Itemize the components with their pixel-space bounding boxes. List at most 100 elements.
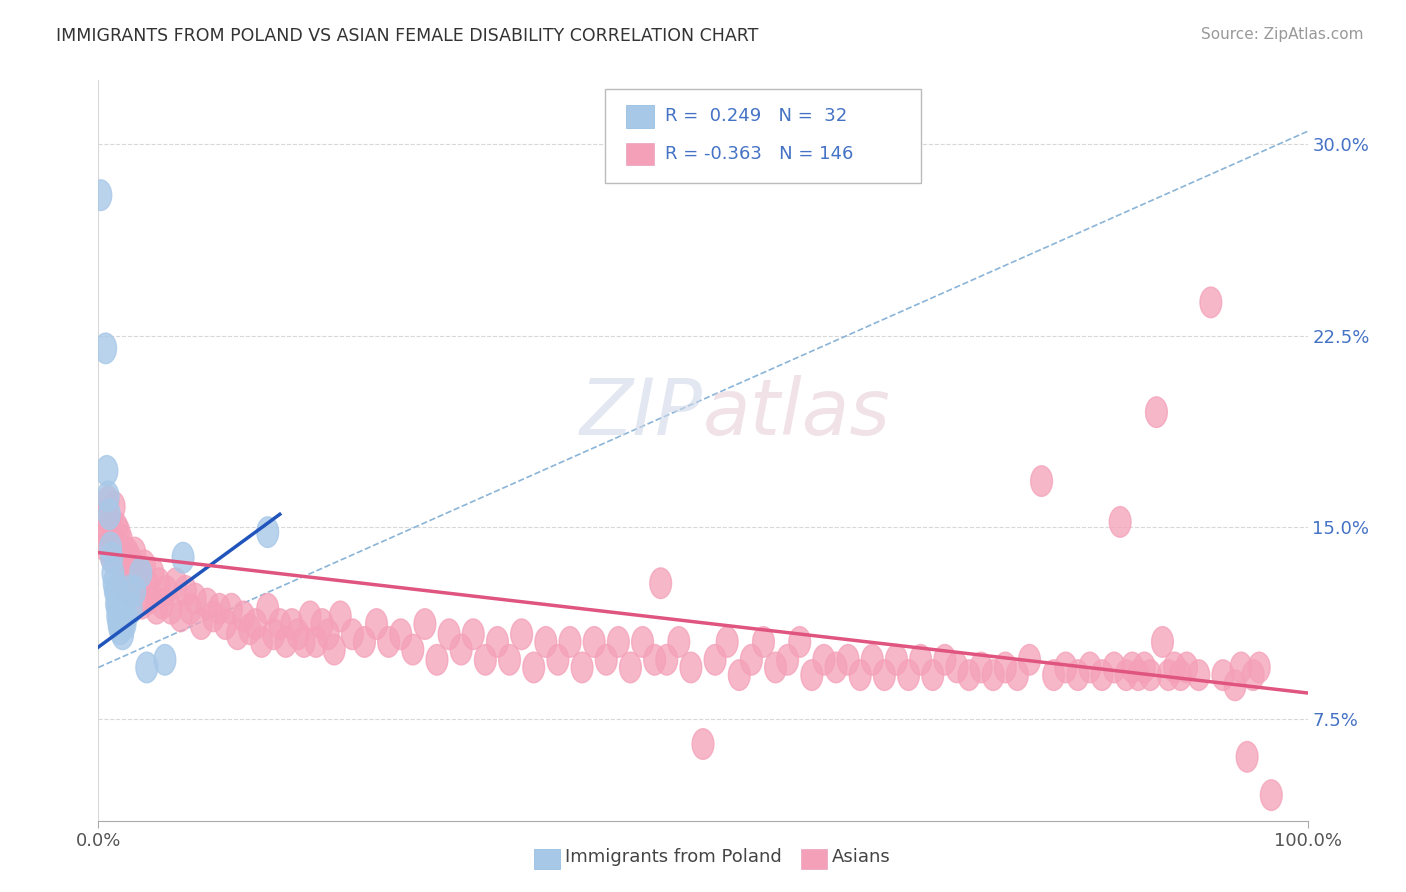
- Ellipse shape: [121, 550, 143, 581]
- Ellipse shape: [155, 575, 177, 607]
- Ellipse shape: [994, 652, 1017, 682]
- Ellipse shape: [96, 456, 118, 486]
- Ellipse shape: [108, 593, 129, 624]
- Ellipse shape: [98, 516, 120, 548]
- Ellipse shape: [100, 507, 121, 537]
- Ellipse shape: [837, 645, 859, 675]
- Ellipse shape: [127, 568, 148, 599]
- Ellipse shape: [318, 619, 339, 649]
- Ellipse shape: [873, 660, 896, 690]
- Ellipse shape: [1212, 660, 1234, 690]
- Ellipse shape: [103, 568, 125, 599]
- Ellipse shape: [232, 601, 254, 632]
- Text: atlas: atlas: [703, 376, 891, 451]
- Ellipse shape: [813, 645, 835, 675]
- Ellipse shape: [510, 619, 533, 649]
- Ellipse shape: [1152, 626, 1174, 657]
- Ellipse shape: [287, 619, 309, 649]
- Ellipse shape: [644, 645, 665, 675]
- Ellipse shape: [221, 593, 242, 624]
- Ellipse shape: [184, 583, 207, 614]
- Ellipse shape: [329, 601, 352, 632]
- Ellipse shape: [934, 645, 956, 675]
- Text: ZIP: ZIP: [581, 376, 703, 451]
- Ellipse shape: [138, 583, 160, 614]
- Ellipse shape: [342, 619, 363, 649]
- Ellipse shape: [692, 729, 714, 759]
- Ellipse shape: [1091, 660, 1114, 690]
- Ellipse shape: [426, 645, 449, 675]
- Ellipse shape: [101, 542, 122, 573]
- Ellipse shape: [111, 619, 134, 649]
- Ellipse shape: [118, 568, 139, 599]
- Ellipse shape: [170, 601, 191, 632]
- Ellipse shape: [1164, 652, 1185, 682]
- Ellipse shape: [202, 601, 224, 632]
- Ellipse shape: [825, 652, 846, 682]
- Ellipse shape: [281, 608, 302, 640]
- Ellipse shape: [595, 645, 617, 675]
- Ellipse shape: [117, 537, 138, 568]
- Ellipse shape: [1031, 466, 1053, 497]
- Ellipse shape: [378, 626, 399, 657]
- Text: Asians: Asians: [832, 848, 891, 866]
- Ellipse shape: [1236, 741, 1258, 772]
- Ellipse shape: [776, 645, 799, 675]
- Ellipse shape: [257, 593, 278, 624]
- Ellipse shape: [131, 589, 153, 619]
- Ellipse shape: [571, 652, 593, 682]
- Ellipse shape: [547, 645, 569, 675]
- Ellipse shape: [263, 619, 284, 649]
- Ellipse shape: [124, 537, 146, 568]
- Ellipse shape: [704, 645, 725, 675]
- Ellipse shape: [94, 333, 117, 364]
- Ellipse shape: [97, 481, 120, 512]
- Ellipse shape: [402, 634, 423, 665]
- Ellipse shape: [148, 568, 170, 599]
- Ellipse shape: [110, 542, 131, 573]
- Ellipse shape: [111, 524, 132, 555]
- Ellipse shape: [1109, 507, 1130, 537]
- Ellipse shape: [111, 608, 134, 640]
- Ellipse shape: [631, 626, 654, 657]
- Ellipse shape: [897, 660, 920, 690]
- Ellipse shape: [801, 660, 823, 690]
- Ellipse shape: [886, 645, 907, 675]
- Ellipse shape: [115, 601, 138, 632]
- Ellipse shape: [172, 542, 194, 573]
- Ellipse shape: [239, 614, 260, 645]
- Ellipse shape: [1157, 660, 1180, 690]
- Ellipse shape: [1230, 652, 1251, 682]
- Ellipse shape: [946, 652, 967, 682]
- Ellipse shape: [134, 550, 155, 581]
- Ellipse shape: [353, 626, 375, 657]
- Ellipse shape: [1018, 645, 1040, 675]
- Ellipse shape: [1225, 670, 1246, 700]
- Ellipse shape: [1054, 652, 1077, 682]
- Ellipse shape: [583, 626, 605, 657]
- Ellipse shape: [136, 568, 157, 599]
- Ellipse shape: [124, 575, 146, 607]
- Ellipse shape: [90, 180, 111, 211]
- Ellipse shape: [413, 608, 436, 640]
- Ellipse shape: [1175, 652, 1198, 682]
- Ellipse shape: [1199, 287, 1222, 318]
- Ellipse shape: [983, 660, 1004, 690]
- Ellipse shape: [292, 626, 315, 657]
- Ellipse shape: [155, 645, 176, 675]
- Ellipse shape: [741, 645, 762, 675]
- Ellipse shape: [534, 626, 557, 657]
- Ellipse shape: [1188, 660, 1209, 690]
- Ellipse shape: [190, 608, 212, 640]
- Ellipse shape: [103, 558, 124, 589]
- Ellipse shape: [100, 533, 121, 563]
- Ellipse shape: [463, 619, 484, 649]
- Ellipse shape: [103, 491, 125, 522]
- Text: R =  0.249   N =  32: R = 0.249 N = 32: [665, 107, 848, 125]
- Ellipse shape: [849, 660, 872, 690]
- Ellipse shape: [111, 601, 132, 632]
- Ellipse shape: [107, 593, 129, 624]
- Ellipse shape: [103, 524, 124, 555]
- Ellipse shape: [245, 608, 267, 640]
- Ellipse shape: [208, 593, 231, 624]
